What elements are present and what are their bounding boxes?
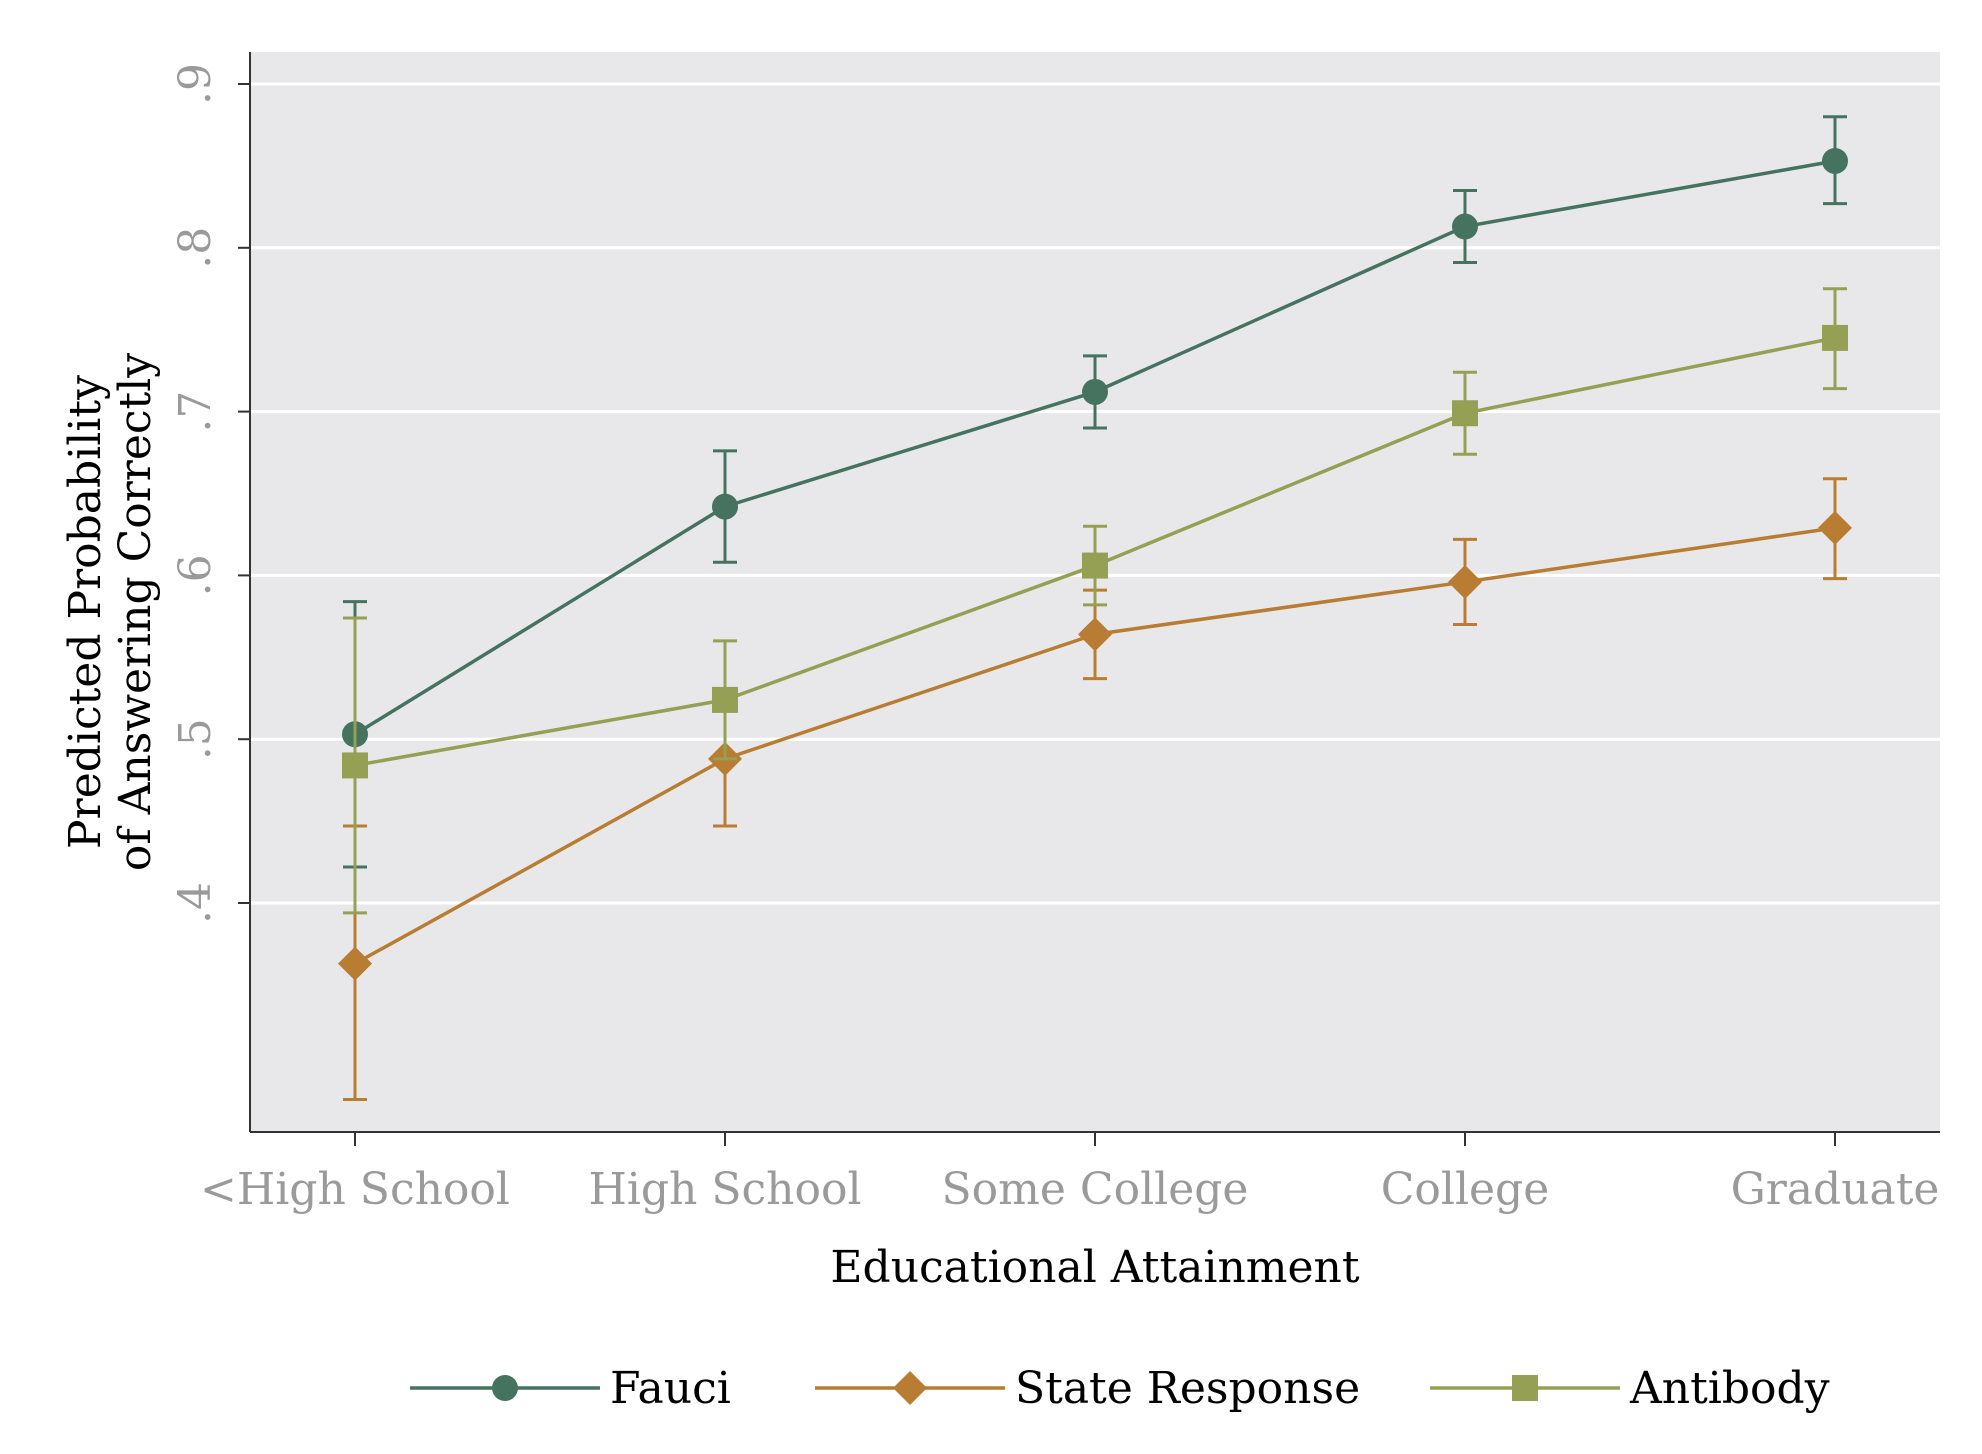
y-axis-title-line-2: of Answering Correctly [110,353,161,871]
y-tick-label: .5 [170,718,221,760]
legend-marker-antibody [1512,1375,1538,1401]
data-point-antibody [1452,400,1478,427]
data-point-state-response [1818,510,1852,545]
legend-item-antibody: Antibody [1430,1363,1830,1414]
x-tick-label: Graduate [1731,1164,1940,1215]
x-tick-label: High School [588,1164,861,1215]
y-tick-label: .4 [170,882,221,924]
data-point-fauci [1082,378,1108,405]
data-point-antibody [1822,324,1848,351]
y-tick-label: .9 [170,63,221,105]
data-point-fauci [712,493,738,520]
data-point-fauci [1452,213,1478,240]
legend-item-fauci: Fauci [410,1363,731,1414]
legend-marker-fauci [492,1375,518,1401]
legend: Fauci State Response Antibody [410,1363,1830,1414]
series-layer [338,115,1852,1102]
data-point-antibody [1082,552,1108,579]
legend-label-state-response: State Response [1015,1363,1360,1414]
legend-label-antibody: Antibody [1629,1363,1830,1414]
data-point-antibody [712,686,738,713]
y-axis-title: Predicted Probability of Answering Corre… [60,353,161,871]
x-tick-label: College [1381,1164,1550,1215]
x-axis-title: Educational Attainment [830,1242,1359,1293]
y-axis-title-line-1: Predicted Probability [60,375,111,849]
x-ticks: <High School High School Some College Colle… [200,1132,1939,1215]
legend-item-state-response: State Response [815,1363,1360,1414]
data-point-state-response [1078,617,1112,652]
data-point-antibody [342,752,368,779]
legend-label-fauci: Fauci [610,1363,731,1414]
y-ticks: .4 .5 .6 .7 .8 .9 [170,63,250,924]
data-point-fauci [1822,147,1848,174]
series-antibody [342,287,1848,915]
data-point-state-response [338,946,372,981]
y-tick-label: .7 [170,391,221,433]
y-tick-label: .8 [170,227,221,269]
y-tick-label: .6 [170,554,221,596]
legend-marker-state-response [893,1371,927,1405]
x-tick-label: <High School [200,1164,510,1215]
x-tick-label: Some College [942,1164,1249,1215]
data-point-state-response [1448,564,1482,599]
